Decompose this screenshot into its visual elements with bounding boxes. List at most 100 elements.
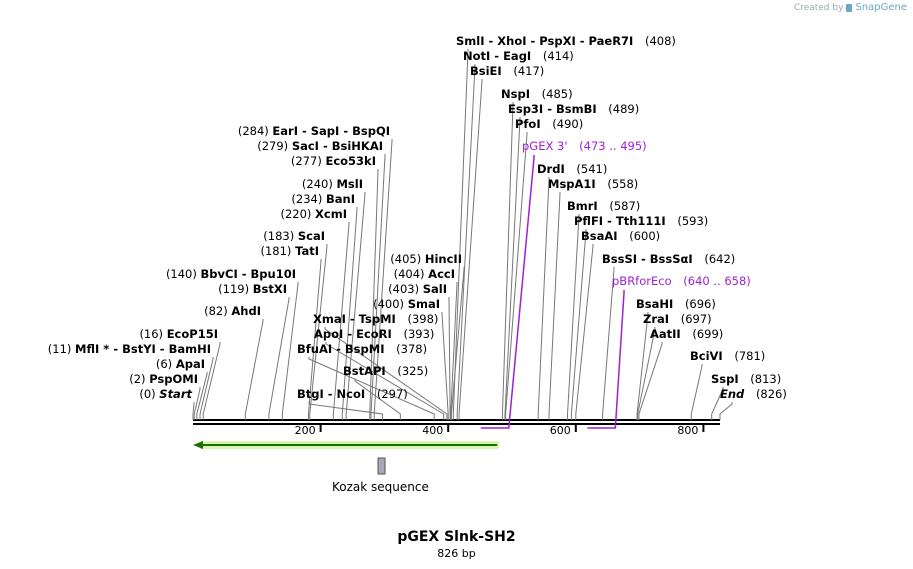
site-label: (0) Start xyxy=(137,387,192,401)
site-position: (82) xyxy=(204,304,232,318)
site-name: ScaI xyxy=(297,229,325,243)
site-name: BstXI xyxy=(252,282,287,296)
site-name: SmlI - XhoI - PspXI - PaeR7I xyxy=(456,34,634,48)
site-name: MslI xyxy=(336,177,363,191)
site-leader-line xyxy=(567,214,580,420)
ruler-tick-label: 800 xyxy=(677,424,699,437)
site-name: MflI * - BstYI - BamHI xyxy=(75,342,211,356)
site-label: (220) XcmI xyxy=(278,207,347,221)
site-leader-line xyxy=(450,282,458,420)
site-name: BssSI - BssSαI xyxy=(602,252,693,266)
site-position: (541) xyxy=(576,162,608,176)
site-label: Esp3I - BsmBI (489) xyxy=(508,102,639,116)
site-leader-line xyxy=(548,192,561,420)
site-leader-line xyxy=(501,102,514,420)
site-position: (393) xyxy=(403,327,435,341)
site-name: EcoP15I xyxy=(166,327,218,341)
site-label: (400) SmaI xyxy=(371,297,440,311)
orf-arrowhead xyxy=(193,441,203,449)
site-position: (277) xyxy=(290,154,326,168)
site-name: ZraI xyxy=(643,312,670,326)
site-label: DrdI (541) xyxy=(537,162,607,176)
site-label: BsaHI (696) xyxy=(636,297,716,311)
map-title: pGEX Slnk-SH2 xyxy=(397,529,516,545)
site-name: BbvCI - Bpu10I xyxy=(200,267,296,281)
site-position: (408) xyxy=(644,34,676,48)
site-name: AhdI xyxy=(231,304,261,318)
site-position: (699) xyxy=(692,327,724,341)
site-position: (781) xyxy=(734,349,766,363)
site-label: End (826) xyxy=(720,387,787,401)
site-leader-line xyxy=(199,357,214,420)
site-position: (234) xyxy=(291,192,326,206)
site-label: SspI (813) xyxy=(711,372,781,386)
site-label: XmaI - TspMI (398) xyxy=(313,312,438,326)
site-label: AatII (699) xyxy=(650,327,723,341)
site-leader-line xyxy=(281,282,299,420)
site-leader-line xyxy=(354,379,401,420)
site-name: pGEX 3' xyxy=(522,139,568,153)
site-name: BsiEI xyxy=(470,64,502,78)
site-position: (587) xyxy=(609,199,641,213)
site-leader-line xyxy=(308,402,383,420)
site-name: SalI xyxy=(422,282,447,296)
site-position: (813) xyxy=(750,372,782,386)
site-label: NotI - EagI (414) xyxy=(463,49,574,63)
site-name: MspA1I xyxy=(548,177,596,191)
ruler-tick-label: 600 xyxy=(549,424,571,437)
site-label: (6) ApaI xyxy=(154,357,205,371)
site-leader-line xyxy=(332,222,350,420)
site-position: (405) xyxy=(390,252,425,266)
site-label: BsaAI (600) xyxy=(581,229,660,243)
site-label: (2) PspOMI xyxy=(127,372,198,386)
site-label: ZraI (697) xyxy=(643,312,712,326)
site-label: (279) SacI - BsiHKAI xyxy=(255,139,383,153)
site-leader-line xyxy=(309,244,328,420)
site-label: BciVI (781) xyxy=(690,349,765,363)
site-name: XcmI xyxy=(315,207,347,221)
site-name: BsaAI xyxy=(581,229,618,243)
site-leader-line xyxy=(448,297,451,420)
site-leader-line xyxy=(324,327,448,420)
site-position: (642) xyxy=(704,252,736,266)
site-name: ApaI xyxy=(175,357,205,371)
site-leader-line xyxy=(308,357,435,420)
site-label: BsiEI (417) xyxy=(470,64,544,78)
site-name: BfuAI - BspMI xyxy=(297,342,385,356)
site-position: (593) xyxy=(677,214,709,228)
site-position: (297) xyxy=(376,387,408,401)
site-leader-line xyxy=(456,64,476,420)
site-position: (16) xyxy=(139,327,167,341)
site-name: DrdI xyxy=(537,162,565,176)
site-name: SspI xyxy=(711,372,739,386)
site-name: NspI xyxy=(501,87,530,101)
site-name: SacI - BsiHKAI xyxy=(291,139,383,153)
site-name: BanI xyxy=(326,192,355,206)
site-position: (2) xyxy=(129,372,150,386)
site-label: (16) EcoP15I xyxy=(137,327,218,341)
primer-label: pBRforEco (640 .. 658) xyxy=(612,274,751,288)
site-position: (404) xyxy=(393,267,429,281)
site-label: (277) Eco53kI xyxy=(289,154,376,168)
site-position: (640 .. 658) xyxy=(683,274,751,288)
site-position: (558) xyxy=(607,177,639,191)
site-label: (183) ScaI xyxy=(261,229,325,243)
site-leader-line xyxy=(636,312,649,420)
site-position: (485) xyxy=(541,87,573,101)
site-position: (400) xyxy=(373,297,408,311)
site-leader-line xyxy=(505,132,528,420)
watermark: Created by SnapGene xyxy=(794,2,907,13)
site-position: (240) xyxy=(301,177,337,191)
site-label: (284) EarI - SapI - BspQI xyxy=(236,124,390,138)
site-position: (140) xyxy=(165,267,201,281)
site-leader-line xyxy=(370,154,386,420)
site-leader-line xyxy=(196,372,208,420)
site-position: (325) xyxy=(397,364,429,378)
site-label: BfuAI - BspMI (378) xyxy=(297,342,427,356)
site-position: (473 .. 495) xyxy=(579,139,647,153)
site-name: PflFI - Tth111I xyxy=(574,214,666,228)
site-name: PfoI xyxy=(515,117,541,131)
site-name: AatII xyxy=(650,327,681,341)
